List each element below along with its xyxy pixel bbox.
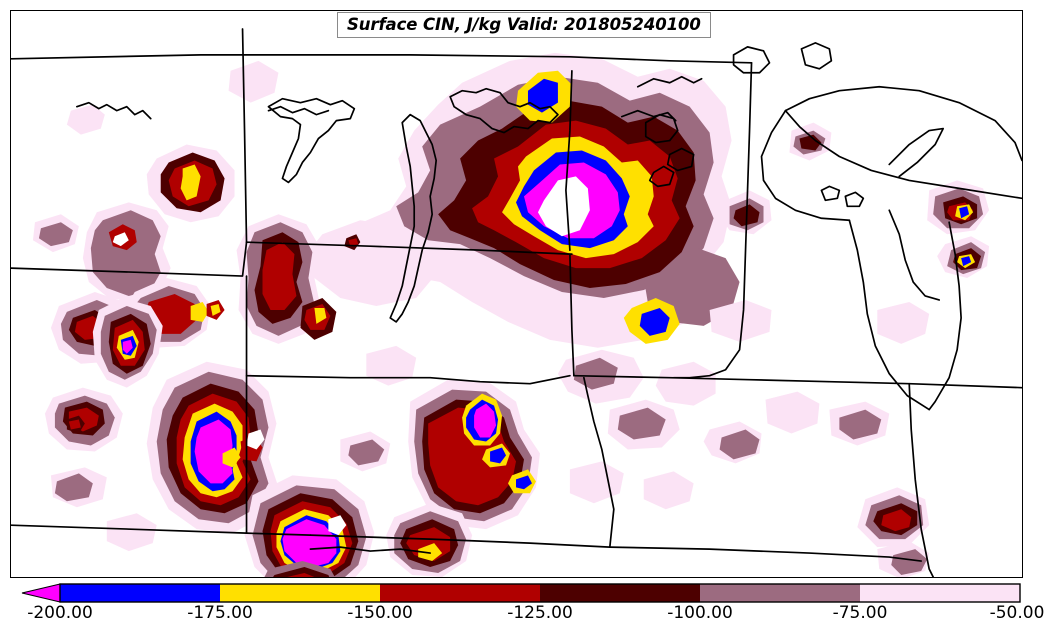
border-canada xyxy=(11,53,753,64)
colorbar-svg: -200.00 -175.00 -150.00 -125.00 -100.00 … xyxy=(21,583,1044,623)
colorbar-tick-label: -200.00 xyxy=(27,603,93,623)
border-ne-ks xyxy=(309,534,611,548)
cin-light-patches xyxy=(32,60,930,577)
map-geography xyxy=(11,28,1022,577)
border-sd-ne xyxy=(245,374,571,385)
colorbar-band-red xyxy=(380,584,540,602)
river-ca-4 xyxy=(620,109,677,122)
cin-blob-colorado xyxy=(244,475,375,577)
lake-superior-west xyxy=(760,109,851,222)
lake-michigan-west xyxy=(848,219,931,411)
colorbar-tick-label: -50.00 xyxy=(990,603,1044,623)
colorbar-tick-label: -75.00 xyxy=(833,603,888,623)
colorbar-extend-min xyxy=(21,583,61,603)
colorbar-bands xyxy=(21,583,1021,603)
colorbar-band-mauve xyxy=(700,584,860,602)
colorbar-ticklabels: -200.00 -175.00 -150.00 -125.00 -100.00 … xyxy=(27,603,1044,623)
lake-ca-small2 xyxy=(800,42,833,70)
cin-blob-wyoming xyxy=(44,292,163,452)
cin-blob-north-dakota xyxy=(306,52,740,348)
colorbar-band-lightpink xyxy=(860,584,1020,602)
river-platte xyxy=(309,546,432,554)
cin-blob-wyoming-core xyxy=(146,361,279,534)
green-bay xyxy=(888,209,941,301)
map-frame xyxy=(10,10,1023,578)
map-canvas xyxy=(11,11,1022,577)
lake-ca-small4 xyxy=(648,165,675,188)
lake-michigan-east xyxy=(928,221,962,411)
lake-ca-small xyxy=(732,46,771,74)
river-ca-3 xyxy=(636,75,703,88)
colorbar-band-yellow xyxy=(220,584,380,602)
border-mn-wi xyxy=(672,61,753,379)
border-mt-nd xyxy=(241,28,248,244)
border-mn-ia xyxy=(573,374,1022,389)
colorbar-tick-label: -125.00 xyxy=(507,603,573,623)
border-nd-mn xyxy=(565,69,573,252)
river-ca-2 xyxy=(267,105,330,116)
lake-small-2 xyxy=(844,191,865,208)
lake-ca-small3 xyxy=(666,147,695,172)
lake-superior xyxy=(784,85,1022,162)
river-mississippi-south xyxy=(583,376,615,548)
cin-blob-nebraska xyxy=(386,379,540,577)
colorbar-tick-label: -100.00 xyxy=(667,603,733,623)
cin-contour-fill xyxy=(32,52,990,577)
colorbar-outline xyxy=(59,583,1021,603)
border-ia-il xyxy=(908,382,935,577)
title-box: Surface CIN, J/kg Valid: 201805240100 xyxy=(337,12,711,39)
border-ia-mo xyxy=(608,546,923,562)
colorbar-band-darkmaroon xyxy=(540,584,700,602)
colorbar-tick-label: -150.00 xyxy=(347,603,413,623)
lake-oahe xyxy=(389,113,438,323)
lake-winnipeg xyxy=(644,113,679,144)
colorbar: -200.00 -175.00 -150.00 -125.00 -100.00 … xyxy=(0,578,1044,633)
border-sd-mn xyxy=(569,253,575,377)
lake-sakakawea xyxy=(267,97,356,184)
colorbar-tick-label: -175.00 xyxy=(187,603,253,623)
lake-small-1 xyxy=(820,185,841,202)
page-title: Surface CIN, J/kg Valid: 201805240100 xyxy=(347,15,701,34)
colorbar-band-blue xyxy=(60,584,220,602)
keweenaw xyxy=(888,127,945,178)
border-mt-wy xyxy=(11,241,248,277)
lake-superior-south xyxy=(784,109,1022,200)
lake-devils xyxy=(449,87,559,134)
border-wy-co xyxy=(11,524,312,536)
river-ca-1 xyxy=(76,101,152,120)
